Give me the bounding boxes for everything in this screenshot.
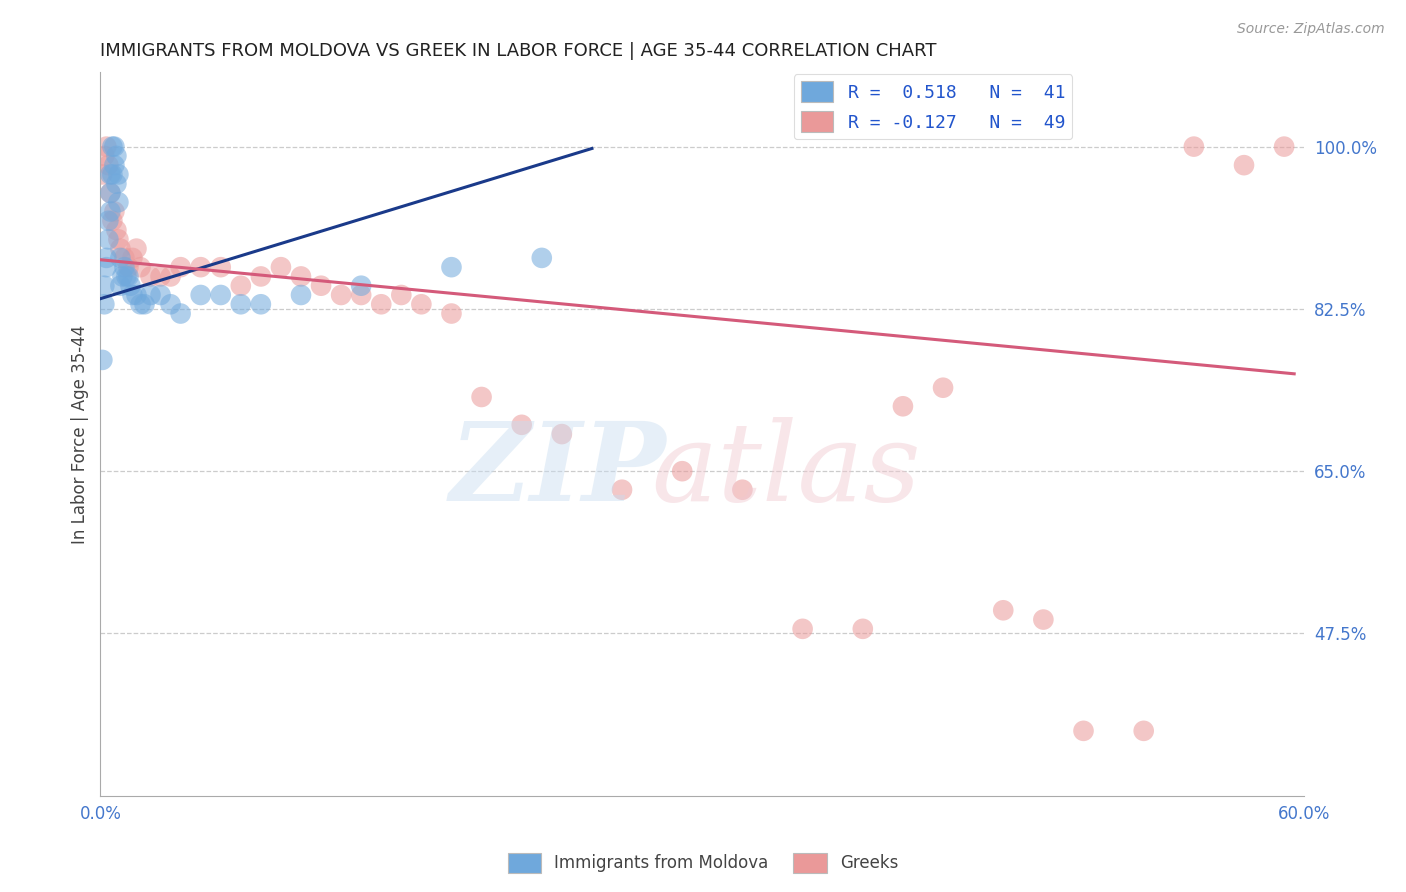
Point [96, 251, 118, 265]
Legend: R =  0.518   N =  41, R = -0.127   N =  49: R = 0.518 N = 41, R = -0.127 N = 49 [793, 74, 1073, 139]
Point [107, 195, 129, 210]
Text: ZIP: ZIP [450, 417, 666, 524]
Legend: Immigrants from Moldova, Greeks: Immigrants from Moldova, Greeks [501, 847, 905, 880]
Point [551, 427, 574, 442]
Point [134, 297, 156, 311]
Point [115, 269, 138, 284]
Point [93, 297, 115, 311]
Point [100, 168, 122, 182]
Point [1233, 158, 1256, 172]
Point [125, 242, 148, 256]
Point [101, 168, 124, 182]
Point [159, 297, 181, 311]
Point [103, 158, 125, 172]
Point [290, 288, 312, 302]
Point [129, 297, 152, 311]
Point [891, 399, 914, 413]
Point [190, 260, 212, 275]
Point [169, 306, 191, 320]
Point [411, 297, 433, 311]
Point [91, 352, 114, 367]
Point [350, 278, 373, 293]
Y-axis label: In Labor Force | Age 35-44: In Labor Force | Age 35-44 [72, 325, 89, 543]
Point [731, 483, 754, 497]
Point [1182, 139, 1205, 153]
Point [111, 269, 134, 284]
Point [121, 288, 143, 302]
Point [121, 251, 143, 265]
Point [440, 260, 463, 275]
Point [110, 278, 132, 293]
Point [270, 260, 292, 275]
Point [100, 186, 122, 200]
Text: IMMIGRANTS FROM MOLDOVA VS GREEK IN LABOR FORCE | AGE 35-44 CORRELATION CHART: IMMIGRANTS FROM MOLDOVA VS GREEK IN LABO… [100, 42, 936, 60]
Point [120, 278, 142, 293]
Point [105, 223, 128, 237]
Point [792, 622, 814, 636]
Point [103, 139, 125, 153]
Point [671, 464, 693, 478]
Point [100, 186, 122, 200]
Point [105, 177, 128, 191]
Point [110, 251, 132, 265]
Point [103, 204, 125, 219]
Point [117, 269, 139, 284]
Point [290, 269, 312, 284]
Point [610, 483, 633, 497]
Point [100, 204, 122, 219]
Point [149, 269, 172, 284]
Point [389, 288, 412, 302]
Point [350, 288, 373, 302]
Point [471, 390, 494, 404]
Point [309, 278, 332, 293]
Point [190, 288, 212, 302]
Point [139, 288, 162, 302]
Point [852, 622, 875, 636]
Point [101, 139, 124, 153]
Point [96, 139, 118, 153]
Point [110, 242, 132, 256]
Point [159, 269, 181, 284]
Point [97, 232, 120, 246]
Point [139, 269, 162, 284]
Text: Source: ZipAtlas.com: Source: ZipAtlas.com [1237, 22, 1385, 37]
Point [107, 232, 129, 246]
Point [91, 168, 114, 182]
Point [370, 297, 392, 311]
Point [97, 158, 120, 172]
Point [1132, 723, 1154, 738]
Point [229, 297, 252, 311]
Point [993, 603, 1015, 617]
Point [1032, 613, 1054, 627]
Point [1073, 723, 1095, 738]
Point [117, 260, 139, 275]
Point [440, 306, 463, 320]
Point [129, 260, 152, 275]
Point [97, 214, 120, 228]
Point [125, 288, 148, 302]
Point [93, 278, 115, 293]
Point [229, 278, 252, 293]
Point [149, 288, 172, 302]
Point [112, 260, 135, 275]
Point [530, 251, 553, 265]
Point [101, 214, 124, 228]
Point [209, 288, 232, 302]
Text: atlas: atlas [652, 417, 921, 524]
Point [96, 260, 118, 275]
Point [209, 260, 232, 275]
Point [107, 168, 129, 182]
Point [93, 149, 115, 163]
Point [250, 269, 273, 284]
Point [250, 297, 273, 311]
Point [932, 381, 955, 395]
Point [105, 149, 128, 163]
Point [510, 417, 533, 432]
Point [330, 288, 353, 302]
Point [169, 260, 191, 275]
Point [112, 251, 135, 265]
Point [1272, 139, 1295, 153]
